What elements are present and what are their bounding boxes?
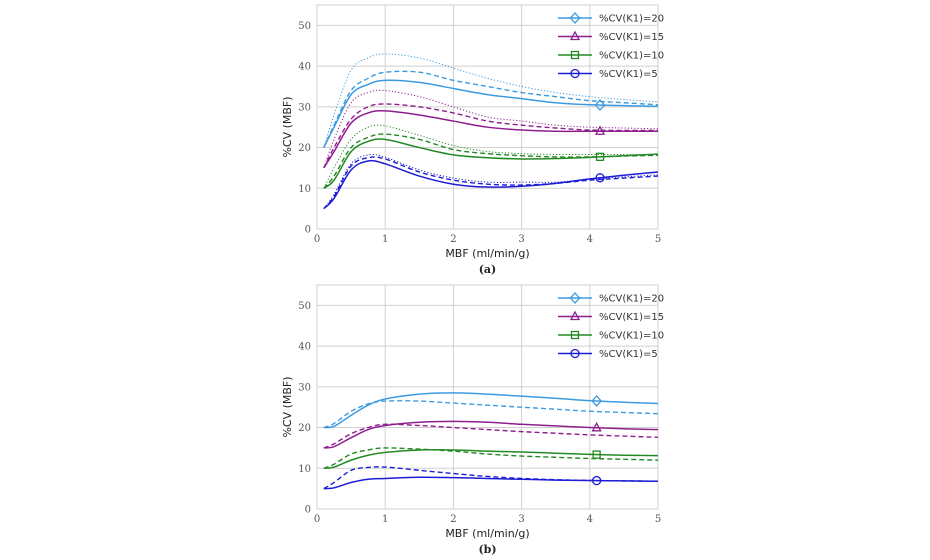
x-tick-label: 4: [587, 514, 593, 525]
legend-marker-diamond: [569, 12, 581, 24]
y-tick-label: 40: [298, 342, 311, 353]
series-marker-square: [592, 450, 601, 459]
plot-area: [316, 4, 659, 230]
series-line-dashed: [323, 156, 659, 210]
y-tick-label: 30: [298, 102, 311, 113]
series-line-solid: [323, 79, 659, 148]
series-line-solid: [323, 420, 659, 449]
legend-marker-triangle: [569, 30, 581, 41]
series-marker-diamond: [591, 395, 602, 407]
series-line-dashed: [323, 70, 659, 148]
series-marker-square: [595, 152, 605, 161]
x-tick-label: 1: [382, 514, 388, 525]
legend-label: %CV(K1)=15: [599, 312, 664, 323]
x-axis-label: MBF (ml/min/g): [445, 527, 529, 540]
series-marker-triangle: [594, 125, 606, 135]
y-tick-label: 10: [298, 464, 311, 475]
legend-marker-square: [570, 330, 580, 340]
y-tick-label: 0: [305, 505, 311, 516]
legend-label: %CV(K1)=10: [599, 331, 664, 342]
series-line-solid: [323, 110, 658, 169]
x-tick-label: 0: [314, 514, 320, 525]
y-tick-label: 10: [298, 184, 311, 195]
y-tick-label: 30: [298, 382, 311, 393]
series-line-solid: [323, 159, 659, 210]
legend-marker-square: [570, 50, 580, 60]
legend-label: %CV(K1)=10: [599, 51, 664, 62]
x-tick-label: 3: [518, 514, 524, 525]
x-tick-label: 5: [655, 234, 661, 245]
series-line-dashed: [323, 133, 659, 189]
panel-caption: (b): [478, 543, 496, 556]
x-tick-label: 2: [450, 234, 456, 245]
x-tick-label: 0: [314, 234, 320, 245]
series-line-dashed: [323, 400, 659, 429]
legend-marker-triangle: [569, 310, 581, 321]
legend-marker-circle: [570, 348, 580, 359]
legend-label: %CV(K1)=15: [599, 32, 664, 43]
series-marker-circle: [595, 173, 605, 183]
x-tick-label: 4: [587, 234, 593, 245]
series-line-solid: [323, 476, 659, 490]
series-marker-triangle: [591, 421, 602, 432]
series-line-dashed: [323, 103, 659, 169]
legend-label: %CV(K1)=5: [599, 69, 658, 80]
legend-label: %CV(K1)=20: [599, 294, 664, 305]
panel-caption: (a): [479, 263, 497, 276]
y-tick-label: 50: [298, 301, 311, 312]
x-tick-label: 5: [655, 514, 661, 525]
plot-area: [316, 284, 659, 510]
series-line-dotted: [323, 89, 659, 169]
x-tick-label: 2: [450, 514, 456, 525]
y-tick-label: 0: [305, 225, 311, 236]
x-tick-label: 1: [382, 234, 388, 245]
legend-label: %CV(K1)=20: [599, 14, 664, 25]
y-tick-label: 20: [298, 423, 311, 434]
y-axis-label: %CV (MBF): [281, 376, 294, 437]
y-tick-label: 50: [298, 21, 311, 32]
series-marker-diamond: [594, 99, 606, 111]
series-line-solid: [323, 392, 659, 429]
series-marker-circle: [591, 475, 602, 486]
y-tick-label: 20: [298, 143, 311, 154]
legend-marker-circle: [570, 68, 580, 79]
x-tick-label: 3: [518, 234, 524, 245]
series-line-solid: [323, 138, 659, 189]
legend-label: %CV(K1)=5: [599, 349, 658, 360]
y-tick-label: 40: [298, 62, 311, 73]
x-axis-label: MBF (ml/min/g): [445, 247, 529, 260]
y-axis-label: %CV (MBF): [281, 96, 294, 157]
series-line-solid: [323, 448, 659, 470]
legend-marker-diamond: [569, 292, 581, 304]
